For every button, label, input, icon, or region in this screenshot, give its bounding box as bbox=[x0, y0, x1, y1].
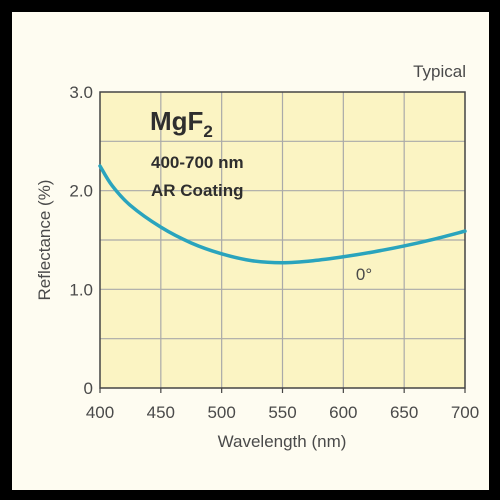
chart-title-subscript: 2 bbox=[203, 122, 212, 141]
chart-subtitle-line-2: AR Coating bbox=[151, 181, 244, 200]
x-tick-label: 400 bbox=[86, 403, 114, 422]
y-axis-label: Reflectance (%) bbox=[35, 180, 54, 301]
grid-lines bbox=[100, 92, 465, 388]
x-tick-label: 500 bbox=[207, 403, 235, 422]
x-tick-label: 550 bbox=[268, 403, 296, 422]
typical-note: Typical bbox=[413, 62, 466, 81]
chart-title-main: MgF bbox=[150, 106, 203, 136]
series-line-0deg bbox=[98, 164, 467, 265]
x-tick-label: 450 bbox=[147, 403, 175, 422]
chart-title: MgF2 bbox=[150, 106, 213, 141]
x-tick-label: 700 bbox=[451, 403, 479, 422]
chart-subtitle-line-1: 400-700 nm bbox=[151, 153, 244, 172]
x-tick-label: 650 bbox=[390, 403, 418, 422]
y-tick-label: 1.0 bbox=[69, 280, 93, 299]
series-label-0deg: 0° bbox=[356, 265, 372, 284]
y-tick-label: 2.0 bbox=[69, 182, 93, 201]
y-tick-labels: 0 1.0 2.0 3.0 bbox=[69, 83, 93, 398]
y-tick-label: 0 bbox=[84, 379, 93, 398]
x-tick-labels: 400 450 500 550 600 650 700 bbox=[86, 388, 479, 422]
x-axis-label: Wavelength (nm) bbox=[218, 432, 347, 451]
y-tick-label: 3.0 bbox=[69, 83, 93, 102]
x-tick-label: 600 bbox=[329, 403, 357, 422]
